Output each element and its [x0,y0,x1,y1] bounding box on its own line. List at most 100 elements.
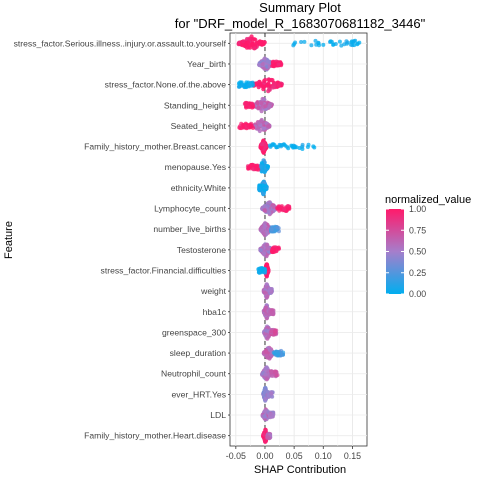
shap-point [271,204,276,210]
feature-label: sleep_duration [170,348,227,358]
feature-row-points [261,282,274,300]
feature-label: number_live_births [153,224,226,234]
feature-row-points [242,96,274,114]
legend-tick-label: 0.00 [409,289,426,299]
shap-point [262,169,267,174]
shap-point [270,373,275,378]
legend-colorbar [386,209,404,294]
legend-tick-label: 0.75 [409,225,426,235]
feature-row-points [256,262,271,279]
shap-point [275,206,280,211]
feature-label: Neutrophil_count [161,369,227,379]
shap-point [275,352,280,357]
shap-point [249,42,254,47]
shap-point [261,251,266,256]
feature-label: Family_history_mother.Breast.cancer [84,142,226,152]
shap-point [268,288,273,293]
shap-point [269,391,274,396]
shap-point [273,369,278,374]
shap-point [355,41,360,46]
shap-point [250,101,254,106]
shap-point [262,290,267,295]
shap-point [257,42,262,47]
shap-point [253,41,258,47]
shap-point [269,329,274,334]
shap-point [272,63,277,68]
shap-point [267,87,272,92]
shap-point [266,393,271,398]
shap-point [264,262,269,267]
feature-label: Testosterone [177,245,226,255]
shap-point [255,101,260,106]
shap-point [271,248,276,253]
feature-row-points [257,179,269,197]
feature-row-points [261,303,276,321]
shap-point [269,369,274,374]
shap-point [254,166,259,171]
feature-label: ever_HRT.Yes [172,389,226,399]
shap-point [244,105,249,110]
shap-point [329,39,334,44]
shap-point [258,248,263,253]
shap-point [293,145,297,150]
shap-point [278,143,283,148]
shap-point [265,294,270,299]
feature-label: Year_birth [187,59,226,69]
shap-point [260,266,265,271]
shap-point [265,59,270,64]
shap-point [270,85,275,90]
feature-row-points [261,345,286,361]
shap-point [263,408,268,413]
shap-point [266,81,271,86]
shap-point [272,81,277,86]
feature-label: stress_factor.None.of.the.above [105,80,227,90]
shap-point [312,145,317,150]
shap-point [260,41,266,47]
feature-row-points [260,200,292,217]
shap-point [269,143,274,148]
shap-point [279,204,284,209]
shap-point [257,128,262,134]
feature-row-points [262,324,279,341]
feature-row-points [258,138,317,155]
shap-point [252,46,257,51]
feature-row-points [261,385,275,403]
feature-label: LDL [210,410,226,420]
feature-row-points [258,242,281,259]
shap-point [293,40,298,45]
shap-point [352,39,356,44]
feature-label: hba1c [203,307,227,317]
shap-point [261,432,266,437]
shap-point [314,42,319,47]
shap-point [337,39,342,44]
shap-point [266,124,271,129]
feature-label: stress_factor.Financial.difficulties [101,265,226,275]
shap-point [271,311,276,316]
shap-point [259,145,264,150]
shap-point [264,365,269,370]
shap-point [321,42,326,47]
shap-point [269,227,274,232]
shap-point [274,373,279,378]
legend-title: normalized_value [385,194,471,206]
shap-point [252,37,257,42]
feature-row-points [261,427,273,444]
shap-point [262,231,267,236]
feature-row-points [260,407,276,422]
feature-row-points [237,117,272,134]
feature-row-points [245,158,270,174]
shap-point [275,225,280,230]
x-axis-title: SHAP Contribution [254,464,346,476]
feature-label: Lymphocyte_count [154,204,226,214]
shap-point [264,377,269,382]
shap-point [240,82,245,87]
legend-tick-label: 0.50 [409,247,426,257]
shap-point [309,43,314,48]
x-tick-label: -0.05 [226,451,246,461]
shap-point [259,117,264,123]
shap-point [263,104,268,109]
shap-point [262,188,267,193]
feature-label: weight [200,286,226,296]
shap-point [256,120,261,126]
